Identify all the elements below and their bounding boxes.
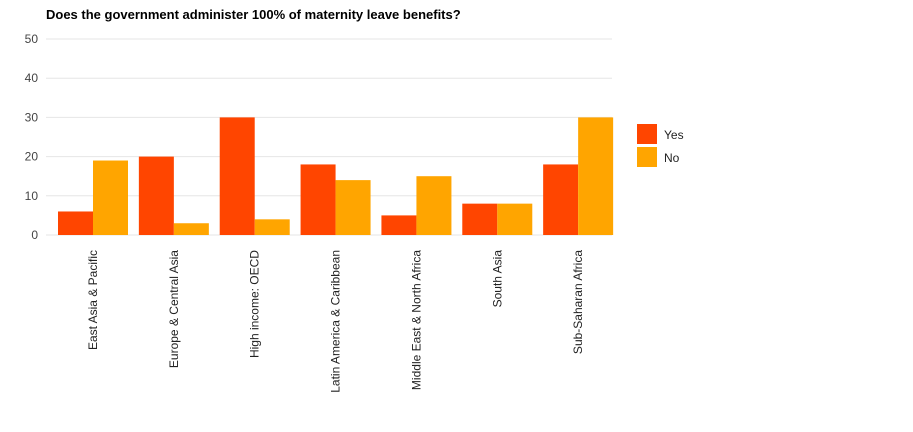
bar-yes-6 bbox=[543, 164, 579, 235]
bar-no-2 bbox=[254, 219, 290, 235]
y-tick-label: 30 bbox=[25, 110, 39, 124]
bar-no-4 bbox=[416, 176, 452, 235]
bar-yes-0 bbox=[58, 211, 93, 235]
legend: Yes No bbox=[637, 124, 684, 167]
category-label: Sub-Saharan Africa bbox=[571, 250, 585, 354]
bar-no-1 bbox=[173, 223, 209, 235]
y-axis-ticks: 0 10 20 30 40 50 bbox=[25, 32, 39, 242]
category-labels: East Asia & Pacific Europe & Central Asia… bbox=[86, 250, 585, 393]
y-tick-label: 40 bbox=[25, 71, 39, 85]
legend-label-yes: Yes bbox=[664, 128, 684, 142]
bar-no-6 bbox=[578, 117, 614, 235]
category-label: South Asia bbox=[490, 250, 504, 308]
bar-no-0 bbox=[93, 160, 128, 235]
bar-yes-2 bbox=[219, 117, 255, 235]
category-label: East Asia & Pacific bbox=[86, 250, 100, 350]
category-label: Latin America & Caribbean bbox=[329, 250, 343, 393]
bar-no-3 bbox=[335, 180, 371, 235]
bars bbox=[58, 117, 614, 235]
bar-no-5 bbox=[497, 203, 533, 235]
category-label: Middle East & North Africa bbox=[409, 250, 423, 390]
category-label: Europe & Central Asia bbox=[167, 250, 181, 368]
bar-yes-4 bbox=[381, 215, 417, 235]
y-tick-label: 50 bbox=[25, 32, 39, 46]
bar-yes-1 bbox=[138, 156, 174, 235]
legend-swatch-yes bbox=[637, 124, 657, 144]
category-label: High income: OECD bbox=[248, 250, 262, 358]
y-tick-label: 0 bbox=[31, 228, 38, 242]
chart-title: Does the government administer 100% of m… bbox=[46, 7, 461, 22]
bar-yes-3 bbox=[300, 164, 336, 235]
y-tick-label: 10 bbox=[25, 189, 39, 203]
bar-yes-5 bbox=[462, 203, 498, 235]
y-tick-label: 20 bbox=[25, 150, 39, 164]
legend-label-no: No bbox=[664, 151, 680, 165]
legend-swatch-no bbox=[637, 147, 657, 167]
